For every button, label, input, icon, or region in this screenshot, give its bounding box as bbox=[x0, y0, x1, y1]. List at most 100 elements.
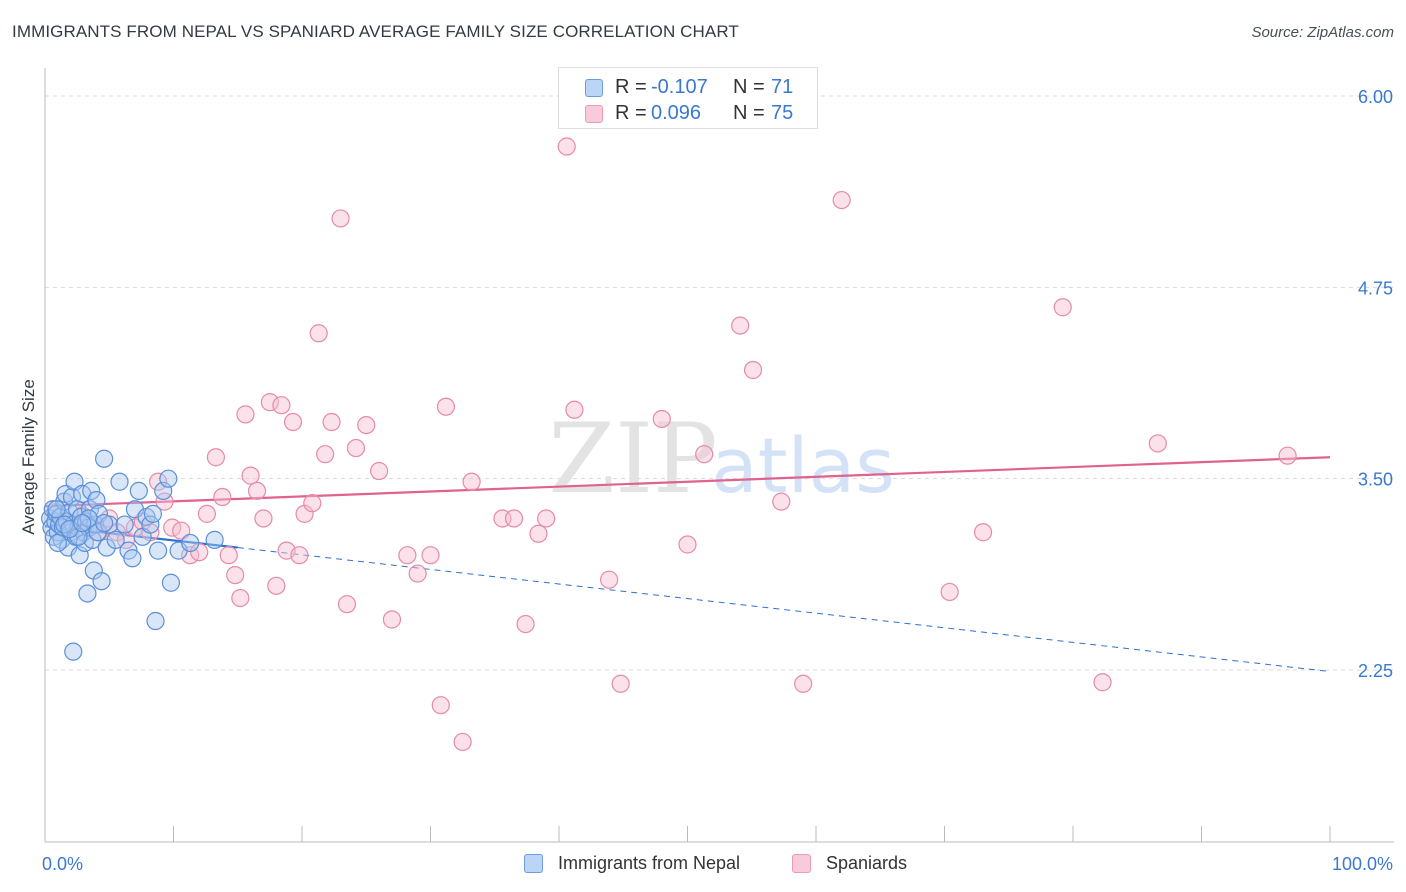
x-tick-label: 0.0% bbox=[42, 854, 83, 874]
point-nepal bbox=[73, 513, 92, 533]
point-spaniard bbox=[516, 614, 535, 634]
point-spaniard bbox=[148, 472, 168, 491]
point-spaniard bbox=[303, 494, 322, 513]
point-spaniard bbox=[272, 396, 291, 415]
point-spaniard bbox=[678, 535, 697, 554]
point-spaniard bbox=[794, 674, 813, 693]
point-spaniard bbox=[172, 521, 191, 540]
point-spaniard bbox=[213, 487, 232, 507]
point-spaniard bbox=[940, 582, 959, 602]
point-nepal bbox=[110, 472, 129, 491]
point-spaniard bbox=[504, 509, 524, 528]
point-spaniard bbox=[322, 412, 341, 432]
point-spaniard bbox=[309, 324, 328, 343]
point-spaniard bbox=[219, 546, 238, 565]
point-spaniard bbox=[600, 570, 619, 589]
point-spaniard bbox=[226, 565, 245, 585]
correlation-legend: R = -0.107 N = 71 R = 0.096 N = 75 bbox=[558, 67, 818, 129]
trend-line-nepal bbox=[237, 547, 1331, 673]
data-points bbox=[41, 137, 1297, 752]
point-spaniard bbox=[1093, 673, 1112, 692]
point-nepal bbox=[78, 584, 97, 603]
point-nepal bbox=[92, 572, 111, 591]
point-spaniard bbox=[231, 588, 250, 608]
point-spaniard bbox=[260, 393, 279, 412]
legend-swatch-pink bbox=[792, 854, 811, 873]
point-nepal bbox=[159, 469, 178, 488]
point-spaniard bbox=[565, 400, 584, 419]
point-spaniard bbox=[529, 524, 548, 543]
y-tick-label: 4.75 bbox=[1358, 278, 1393, 298]
point-spaniard bbox=[357, 415, 376, 435]
point-spaniard bbox=[241, 466, 260, 485]
point-nepal bbox=[95, 513, 114, 533]
n-value: 75 bbox=[771, 102, 794, 124]
point-spaniard bbox=[462, 472, 481, 491]
watermark-zip: ZIP bbox=[548, 403, 717, 515]
r-label: R = bbox=[615, 102, 647, 124]
point-nepal bbox=[87, 490, 106, 510]
y-axis-label: Average Family Size bbox=[19, 379, 38, 535]
point-spaniard bbox=[254, 509, 273, 528]
point-spaniard bbox=[247, 481, 267, 501]
tick-labels: 2.25 3.50 4.75 6.00 0.0% 100.0% bbox=[42, 87, 1393, 874]
trend-line-spaniards bbox=[44, 456, 1331, 508]
point-nepal bbox=[143, 504, 163, 523]
point-spaniard bbox=[346, 438, 366, 458]
point-spaniard bbox=[206, 448, 226, 467]
r-value: 0.096 bbox=[651, 102, 702, 124]
n-label: N = bbox=[733, 102, 765, 124]
point-nepal bbox=[64, 642, 83, 661]
point-spaniard bbox=[537, 509, 556, 528]
legend-swatch-pink bbox=[585, 105, 603, 123]
point-spaniard bbox=[1278, 446, 1297, 465]
point-spaniard bbox=[652, 409, 671, 429]
watermark-atlas: atlas bbox=[711, 421, 895, 510]
point-spaniard bbox=[1053, 298, 1072, 317]
point-spaniard bbox=[731, 316, 750, 335]
n-label: N = bbox=[733, 76, 765, 98]
legend-label-nepal: Immigrants from Nepal bbox=[558, 853, 741, 873]
point-spaniard bbox=[337, 595, 357, 614]
point-spaniard bbox=[611, 674, 630, 693]
point-nepal bbox=[48, 533, 67, 553]
r-label: R = bbox=[615, 76, 647, 98]
point-spaniard bbox=[290, 546, 309, 565]
point-spaniard bbox=[408, 564, 427, 583]
point-spaniard bbox=[398, 546, 417, 565]
n-value: 71 bbox=[771, 76, 794, 98]
point-nepal bbox=[161, 573, 181, 592]
point-spaniard bbox=[743, 360, 763, 380]
point-spaniard bbox=[283, 412, 303, 432]
point-spaniard bbox=[236, 405, 255, 424]
point-spaniard bbox=[197, 504, 217, 523]
point-nepal bbox=[82, 481, 101, 501]
axes bbox=[44, 68, 1394, 843]
point-spaniard bbox=[973, 523, 993, 542]
point-nepal bbox=[148, 541, 168, 560]
point-spaniard bbox=[431, 696, 450, 715]
point-nepal bbox=[95, 449, 114, 468]
point-spaniard bbox=[832, 190, 851, 210]
y-tick-label: 6.00 bbox=[1358, 87, 1393, 107]
point-spaniard bbox=[370, 461, 389, 481]
legend-swatch-blue bbox=[585, 79, 603, 97]
point-spaniard bbox=[267, 576, 286, 595]
point-nepal bbox=[141, 515, 160, 534]
source-label: Source: ZipAtlas.com bbox=[1251, 24, 1394, 41]
point-spaniard bbox=[1148, 434, 1167, 453]
x-tick-label: 100.0% bbox=[1332, 854, 1393, 874]
r-value: -0.107 bbox=[651, 76, 708, 98]
chart-title: IMMIGRANTS FROM NEPAL VS SPANIARD AVERAG… bbox=[12, 22, 739, 41]
point-nepal bbox=[47, 500, 66, 519]
point-nepal bbox=[123, 549, 142, 568]
point-nepal bbox=[129, 481, 148, 501]
point-spaniard bbox=[331, 209, 350, 228]
y-tick-label: 2.25 bbox=[1358, 661, 1393, 681]
y-tick-label: 3.50 bbox=[1358, 470, 1393, 490]
point-spaniard bbox=[316, 445, 335, 464]
point-nepal bbox=[106, 530, 125, 549]
point-spaniard bbox=[557, 137, 576, 156]
legend-label-spaniards: Spaniards bbox=[826, 853, 908, 873]
